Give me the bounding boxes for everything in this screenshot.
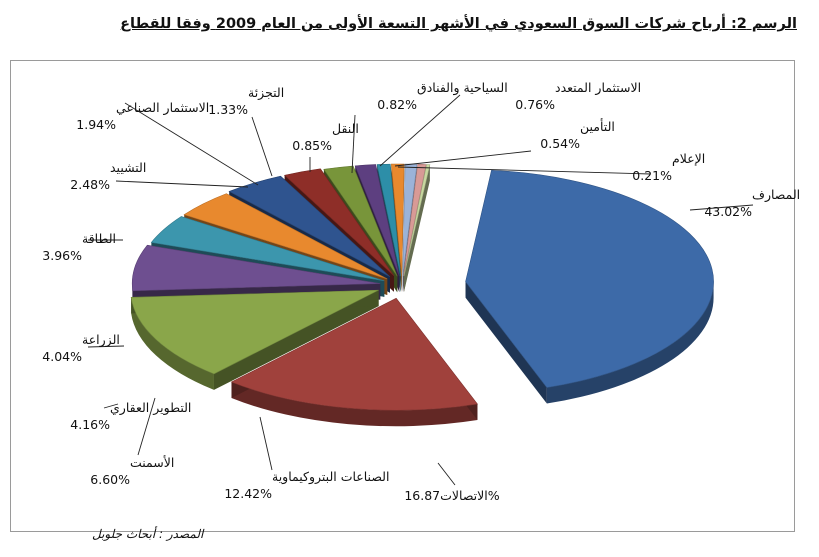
pie-slice-wall: [213, 290, 379, 390]
leader-line: [103, 403, 119, 409]
pie-slice-top: [403, 164, 431, 277]
slice-label: الأسمنت: [130, 455, 174, 470]
leader-line: [251, 116, 273, 177]
slice-label: الاستثمار الصناعي: [116, 100, 209, 116]
pie-slice-top: [228, 175, 391, 277]
pie-slice-wall: [403, 164, 430, 293]
slice-value: 12.42%: [224, 486, 272, 501]
pie-slice-top: [131, 244, 381, 292]
leader-line: [124, 102, 259, 186]
slice-value: 3.96%: [42, 248, 82, 263]
pie-slice-top: [391, 163, 405, 277]
pie-slice-side: [231, 381, 478, 427]
slice-label: التشييد: [110, 160, 146, 175]
slice-label: الإعلام: [672, 151, 705, 166]
slice-label: الاتصالات16.87%: [404, 488, 499, 503]
chart-title: الرسم 2: أرباح شركات السوق السعودي في ال…: [120, 16, 797, 32]
slice-label: المصارف: [752, 187, 800, 203]
slice-label: الزراعة: [82, 332, 120, 348]
slice-value: 0.21%: [632, 168, 672, 183]
slice-label: التجزئة: [248, 85, 284, 101]
source-note: المصدر : أبحاث جلوبل: [92, 527, 204, 541]
slice-label: السياحية والفنادق: [417, 80, 508, 96]
pie-slice-top: [183, 193, 388, 280]
slice-value: 0.76%: [515, 97, 555, 112]
slice-value: 1.94%: [76, 117, 116, 132]
slice-value: 0.82%: [377, 97, 417, 112]
leader-line: [394, 150, 532, 167]
pie-slice-top: [354, 164, 400, 277]
pie-slice-side: [131, 297, 214, 390]
pie-slice-top: [150, 216, 385, 282]
slice-value: 6.60%: [90, 472, 130, 487]
slice-value: 43.02%: [704, 204, 752, 219]
slice-label: النقل: [332, 121, 359, 136]
leader-line: [137, 397, 156, 456]
slice-label: الطاقة: [82, 231, 116, 246]
leader-line: [379, 94, 461, 167]
leader-line: [115, 180, 249, 188]
pie-slice-side: [546, 281, 714, 404]
slice-label: التأمين: [580, 118, 615, 135]
slice-value: 1.33%: [208, 102, 248, 117]
leader-line: [351, 114, 356, 174]
slice-value: 4.16%: [70, 417, 110, 432]
pie-slice-top: [130, 289, 379, 375]
leader-line: [397, 166, 651, 175]
pie-slice-wall: [465, 281, 547, 404]
leader-line: [87, 345, 125, 348]
slice-value: 0.54%: [540, 136, 580, 151]
pie-slice-top: [465, 170, 714, 388]
slice-value: 0.85%: [292, 138, 332, 153]
pie-slice-top: [323, 165, 398, 277]
slice-value: 4.04%: [42, 349, 82, 364]
pie-slice-top: [403, 163, 427, 277]
slice-value: 2.48%: [70, 177, 110, 192]
pie-slice-top: [376, 163, 401, 277]
pie-slice-top: [230, 297, 478, 411]
slice-label: الصناعات البتروكيماوية: [272, 469, 389, 485]
slice-label: التطوير العقاري: [110, 400, 191, 416]
pie-slice-top: [283, 168, 395, 277]
slice-label: الاستثمار المتعدد: [555, 80, 641, 96]
leader-line: [437, 462, 456, 486]
leader-line: [259, 416, 273, 471]
leader-line: [689, 204, 754, 211]
